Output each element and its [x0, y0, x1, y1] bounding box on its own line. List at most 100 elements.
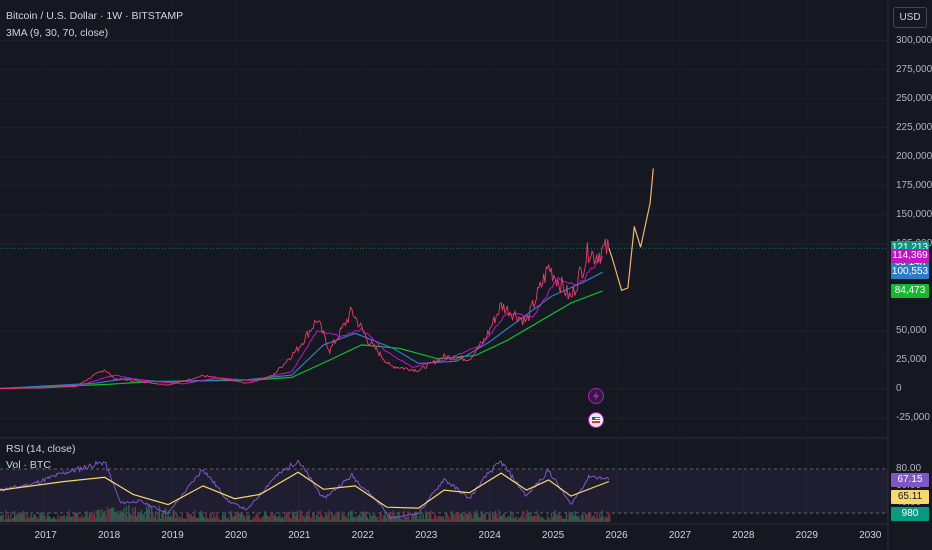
volume-bar — [522, 511, 525, 522]
volume-bar — [230, 511, 233, 522]
volume-bar — [211, 517, 214, 522]
volume-bar — [251, 519, 253, 522]
volume-bar — [35, 516, 38, 522]
symbol-title[interactable]: Bitcoin / U.S. Dollar · 1W · BITSTAMP — [6, 10, 184, 22]
volume-bar — [567, 519, 569, 522]
volume-bar — [511, 517, 513, 522]
volume-bar — [134, 506, 136, 522]
volume-bar — [348, 518, 351, 522]
volume-bar — [433, 512, 436, 522]
volume-bar — [256, 512, 258, 522]
volume-bar — [167, 511, 169, 522]
volume-bar — [411, 515, 413, 522]
volume-bar — [531, 516, 534, 522]
time-axis-label: 2020 — [224, 530, 248, 541]
volume-bar — [243, 515, 246, 522]
volume-bar — [262, 516, 265, 522]
volume-bar — [121, 511, 124, 522]
volume-bar — [339, 519, 342, 522]
ma-indicator-label[interactable]: 3MA (9, 30, 70, close) — [6, 27, 109, 39]
volume-bar — [232, 517, 234, 522]
volume-bar — [124, 513, 126, 522]
volume-bar — [7, 514, 10, 522]
volume-bar — [95, 517, 97, 522]
volume-bar — [303, 515, 305, 522]
volume-bar — [49, 517, 51, 522]
volume-bar — [536, 510, 539, 522]
volume-bar — [86, 511, 88, 522]
volume-bar — [222, 513, 224, 522]
volume-bar — [365, 511, 367, 522]
volume-bar — [77, 513, 79, 522]
volume-bar — [488, 513, 490, 522]
volume-bar — [403, 510, 405, 522]
volume-bar — [271, 513, 273, 522]
lightning-icon[interactable] — [588, 388, 604, 404]
volume-bar — [199, 512, 201, 522]
volume-bar — [525, 514, 527, 522]
time-axis-label: 2025 — [541, 530, 565, 541]
volume-bar — [244, 518, 247, 522]
volume-bar — [598, 512, 601, 522]
volume-bar — [284, 514, 286, 522]
volume-bar — [247, 515, 249, 522]
volume-bar — [38, 519, 40, 522]
currency-button[interactable]: USD — [893, 7, 927, 28]
volume-bar — [475, 510, 478, 522]
volume-bar — [482, 514, 484, 522]
volume-bar — [317, 511, 319, 522]
volume-bar — [548, 517, 550, 522]
volume-bar — [117, 514, 120, 522]
volume-bar — [574, 511, 577, 522]
volume-bar — [419, 512, 422, 522]
volume-bar — [215, 512, 218, 522]
volume-bar — [404, 517, 407, 522]
volume-bar — [381, 518, 384, 522]
volume-bar — [555, 514, 558, 522]
volume-bar — [523, 518, 526, 522]
volume-bar — [225, 518, 228, 522]
volume-bar — [461, 512, 464, 522]
volume-bar — [268, 516, 271, 522]
volume-bar — [428, 512, 431, 522]
volume-bar — [34, 514, 36, 522]
volume-bar — [158, 505, 161, 522]
volume-bar — [152, 512, 154, 522]
volume-bar — [176, 513, 178, 522]
volume-bar — [64, 519, 67, 522]
volume-bar — [274, 513, 276, 522]
volume-bar — [62, 515, 64, 522]
volume-bar — [13, 511, 16, 522]
volume-bar — [480, 511, 483, 522]
volume-bar — [559, 515, 561, 522]
volume-bar — [476, 513, 479, 522]
volume-bar — [366, 517, 369, 522]
volume-bar — [483, 514, 485, 522]
volume-bar — [371, 515, 374, 522]
volume-indicator-label[interactable]: Vol · BTC — [6, 459, 51, 471]
volume-bar — [374, 514, 376, 522]
volume-bar — [545, 519, 547, 522]
volume-bar — [44, 516, 46, 522]
projection-line[interactable] — [608, 168, 654, 292]
volume-bar — [455, 511, 457, 522]
volume-bar — [279, 512, 281, 522]
us-flag-event-icon[interactable] — [588, 412, 604, 428]
volume-bar — [430, 510, 432, 522]
volume-bar — [513, 518, 516, 522]
volume-bar — [572, 512, 574, 522]
volume-bar — [213, 512, 215, 522]
volume-bar — [76, 512, 78, 522]
volume-bar — [579, 519, 582, 522]
volume-bar — [586, 514, 588, 522]
volume-bar — [331, 512, 333, 522]
volume-bar — [195, 517, 197, 522]
volume-bar — [385, 517, 388, 522]
volume-bar — [69, 516, 72, 522]
rsi-indicator-label[interactable]: RSI (14, close) — [6, 443, 76, 455]
volume-bar — [345, 516, 347, 522]
volume-bar — [285, 511, 287, 522]
volume-bar — [119, 511, 121, 522]
volume-bar — [295, 514, 298, 522]
